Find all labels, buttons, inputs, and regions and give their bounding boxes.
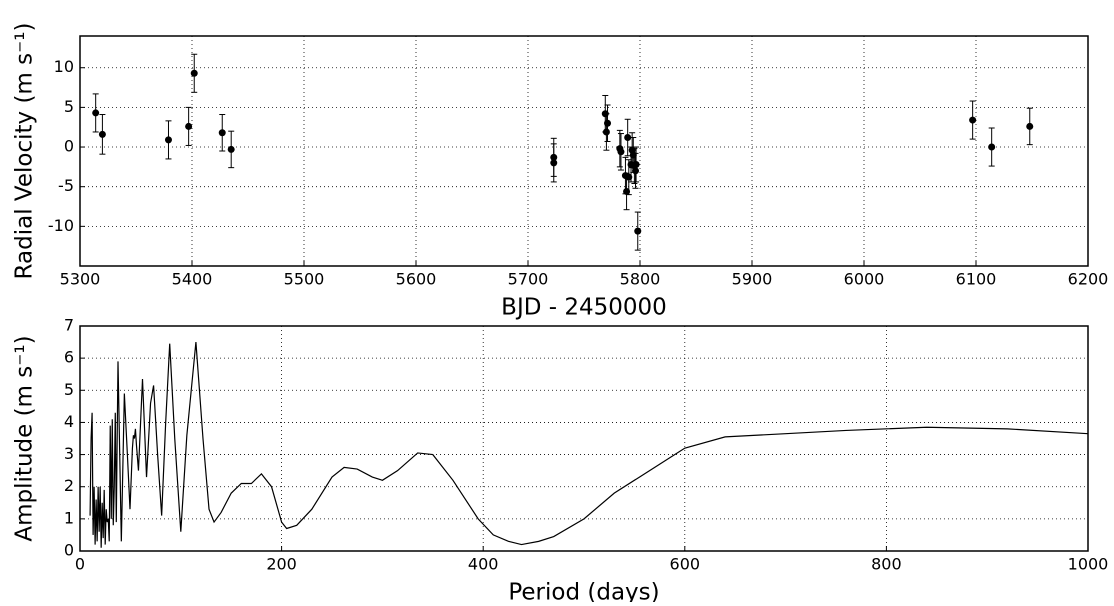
y-axis-label: Amplitude (m s⁻¹)	[12, 335, 38, 541]
amplitude-line	[89, 342, 1089, 548]
x-tick-label: 5700	[508, 270, 549, 289]
x-tick-label: 0	[75, 555, 85, 574]
y-tick-label: 5	[64, 97, 74, 116]
data-point	[98, 130, 106, 138]
data-point	[92, 109, 100, 117]
data-point	[550, 159, 558, 167]
x-tick-label: 6000	[844, 270, 885, 289]
data-point	[218, 129, 226, 137]
x-tick-label: 800	[871, 555, 902, 574]
data-point	[969, 116, 977, 124]
data-point	[632, 167, 640, 175]
y-axis-label: Radial Velocity (m s⁻¹)	[12, 23, 38, 280]
data-point	[617, 148, 625, 156]
data-point	[602, 128, 610, 136]
x-tick-label: 600	[670, 555, 701, 574]
y-tick-label: -10	[48, 216, 74, 235]
y-tick-label: 2	[64, 476, 74, 495]
x-tick-label: 1000	[1068, 555, 1109, 574]
x-tick-label: 200	[266, 555, 297, 574]
x-tick-label: 5900	[732, 270, 773, 289]
y-tick-label: -5	[58, 176, 74, 195]
data-point	[604, 119, 612, 127]
data-point	[190, 69, 198, 77]
x-tick-label: 6100	[956, 270, 997, 289]
y-tick-label: 5	[64, 380, 74, 399]
data-point	[624, 134, 632, 142]
data-point	[1026, 122, 1034, 130]
data-point	[227, 145, 235, 153]
axes-frame	[79, 325, 1089, 552]
y-tick-label: 10	[54, 57, 74, 76]
x-tick-label: 6200	[1068, 270, 1109, 289]
data-point	[632, 160, 640, 168]
y-tick-label: 0	[64, 137, 74, 156]
x-tick-label: 5400	[172, 270, 213, 289]
x-tick-label: 400	[468, 555, 499, 574]
y-tick-label: 3	[64, 444, 74, 463]
data-point	[185, 122, 193, 130]
x-axis-label: BJD - 2450000	[501, 295, 667, 321]
x-tick-label: 5500	[284, 270, 325, 289]
data-point	[988, 143, 996, 151]
x-tick-label: 5800	[620, 270, 661, 289]
axes-frame	[79, 35, 1089, 267]
y-tick-label: 0	[64, 541, 74, 560]
x-axis-label: Period (days)	[508, 580, 659, 603]
y-tick-label: 7	[64, 316, 74, 335]
x-tick-label: 5600	[396, 270, 437, 289]
y-tick-label: 1	[64, 508, 74, 527]
data-point	[634, 227, 642, 235]
x-tick-label: 5300	[60, 270, 101, 289]
data-point	[164, 136, 172, 144]
y-tick-label: 4	[64, 412, 74, 431]
y-tick-label: 6	[64, 348, 74, 367]
